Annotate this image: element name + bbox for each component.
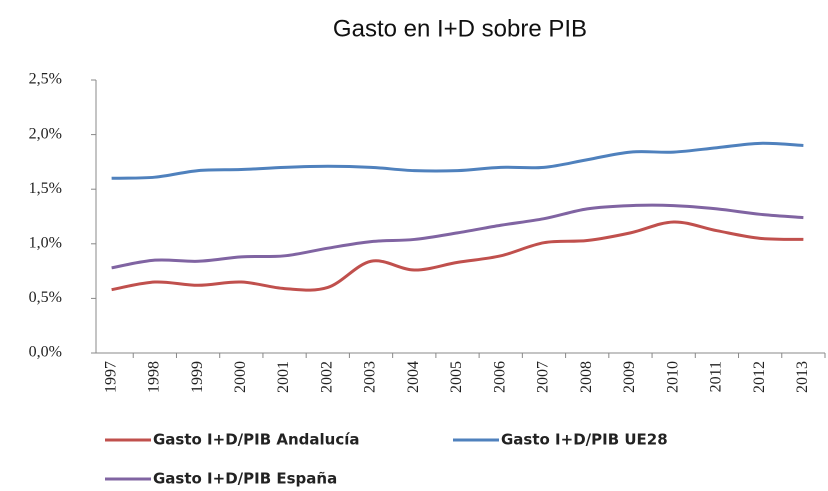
x-tick-label: 2004 — [405, 361, 422, 393]
y-tick-label: 1,5% — [29, 180, 62, 197]
x-tick-label: 2000 — [232, 361, 249, 393]
line — [111, 141, 804, 180]
x-tick-label: 2002 — [318, 361, 335, 393]
x-tick-label: 2007 — [535, 361, 552, 393]
x-tick-label: 2013 — [794, 361, 811, 393]
line — [111, 220, 804, 292]
x-tick-label: 2003 — [362, 361, 379, 393]
y-tick-label: 0,5% — [29, 289, 62, 306]
legend-label: Gasto I+D/PIB Andalucía — [153, 431, 360, 449]
x-tick-label: 2009 — [621, 361, 638, 393]
x-tick-label: 2012 — [751, 361, 768, 393]
line — [111, 203, 804, 270]
x-tick-label: 2006 — [491, 361, 508, 393]
x-tick-label: 1997 — [102, 361, 119, 393]
legend-label: Gasto I+D/PIB UE28 — [501, 431, 668, 449]
x-tick-label: 2001 — [275, 361, 292, 393]
legend-label: Gasto I+D/PIB España — [153, 470, 337, 488]
x-tick-label: 2008 — [578, 361, 595, 393]
x-tick-label: 2005 — [448, 361, 465, 393]
x-tick-label: 2011 — [708, 361, 725, 392]
x-tick-label: 2010 — [664, 361, 681, 393]
y-tick-label: 1,0% — [29, 234, 62, 251]
chart-title: Gasto en I+D sobre PIB — [333, 15, 587, 42]
y-tick-label: 0,0% — [29, 344, 62, 361]
x-tick-label: 1998 — [146, 361, 163, 393]
y-tick-label: 2,0% — [29, 125, 62, 142]
y-tick-label: 2,5% — [29, 71, 62, 88]
x-tick-label: 1999 — [189, 361, 206, 393]
